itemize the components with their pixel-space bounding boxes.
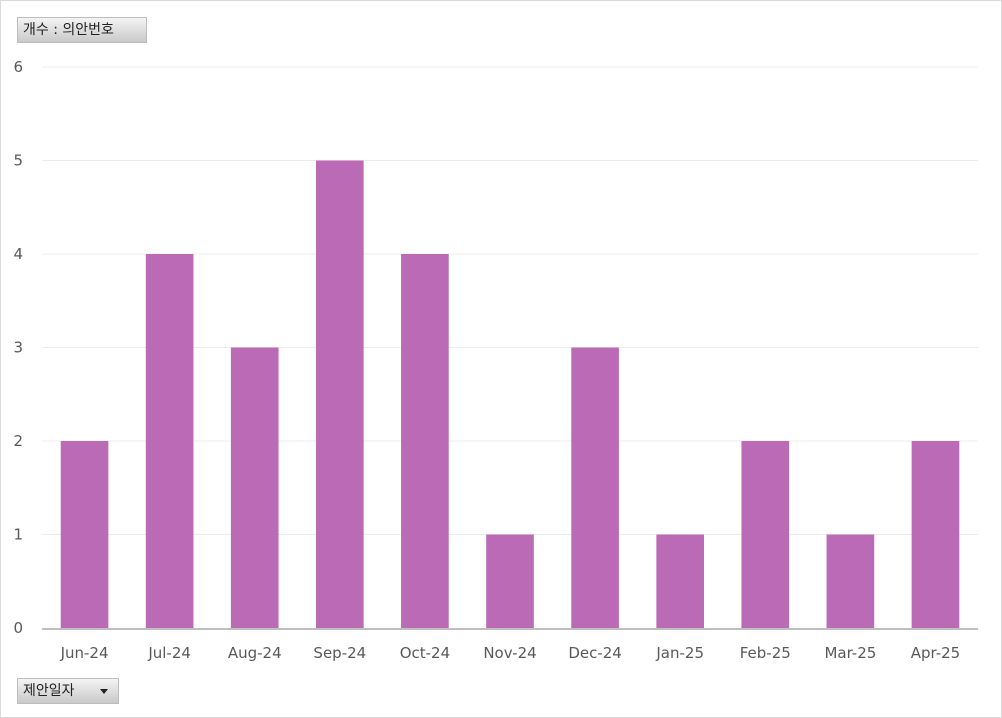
bar[interactable] [911, 441, 960, 628]
values-field-label: 개수 : 의안번호 [23, 22, 114, 38]
axis-field-label: 제안일자 [23, 683, 75, 699]
x-tick-label: Apr-25 [911, 644, 961, 662]
x-tick-label: Jan-25 [655, 644, 704, 662]
bar[interactable] [571, 347, 619, 629]
x-axis-ticks: Jun-24 Jul-24 Aug-24 Sep-24 Oct-24 Nov-24 Dec-… [60, 644, 961, 662]
bars [60, 160, 960, 629]
y-axis-ticks: 0 1 2 3 4 5 6 [13, 58, 23, 637]
x-tick-label: Dec-24 [568, 644, 622, 662]
x-tick-label: Sep-24 [313, 644, 366, 662]
y-tick-label: 2 [13, 432, 23, 450]
gridlines [42, 66, 978, 535]
y-tick-label: 1 [13, 526, 23, 544]
bar[interactable] [741, 441, 790, 628]
y-tick-label: 0 [13, 619, 23, 637]
y-tick-label: 3 [13, 339, 23, 357]
values-field-button[interactable]: 개수 : 의안번호 [17, 17, 147, 43]
x-tick-label: Jul-24 [147, 644, 191, 662]
bar[interactable] [656, 534, 705, 629]
x-tick-label: Jun-24 [60, 644, 109, 662]
x-tick-label: Feb-25 [740, 644, 791, 662]
x-tick-label: Mar-25 [824, 644, 876, 662]
y-tick-label: 5 [13, 152, 23, 170]
y-tick-label: 6 [13, 58, 23, 76]
axis-field-button[interactable]: 제안일자 [17, 678, 119, 704]
bar[interactable] [60, 441, 109, 628]
bar[interactable] [486, 534, 534, 629]
x-tick-label: Nov-24 [483, 644, 536, 662]
dropdown-arrow-icon[interactable] [100, 689, 108, 694]
y-tick-label: 4 [13, 245, 23, 263]
bar[interactable] [401, 254, 449, 628]
bar[interactable] [315, 160, 364, 629]
bar[interactable] [145, 254, 194, 628]
x-tick-label: Oct-24 [400, 644, 450, 662]
bar[interactable] [826, 534, 875, 629]
x-tick-label: Aug-24 [228, 644, 282, 662]
bar[interactable] [230, 347, 279, 629]
